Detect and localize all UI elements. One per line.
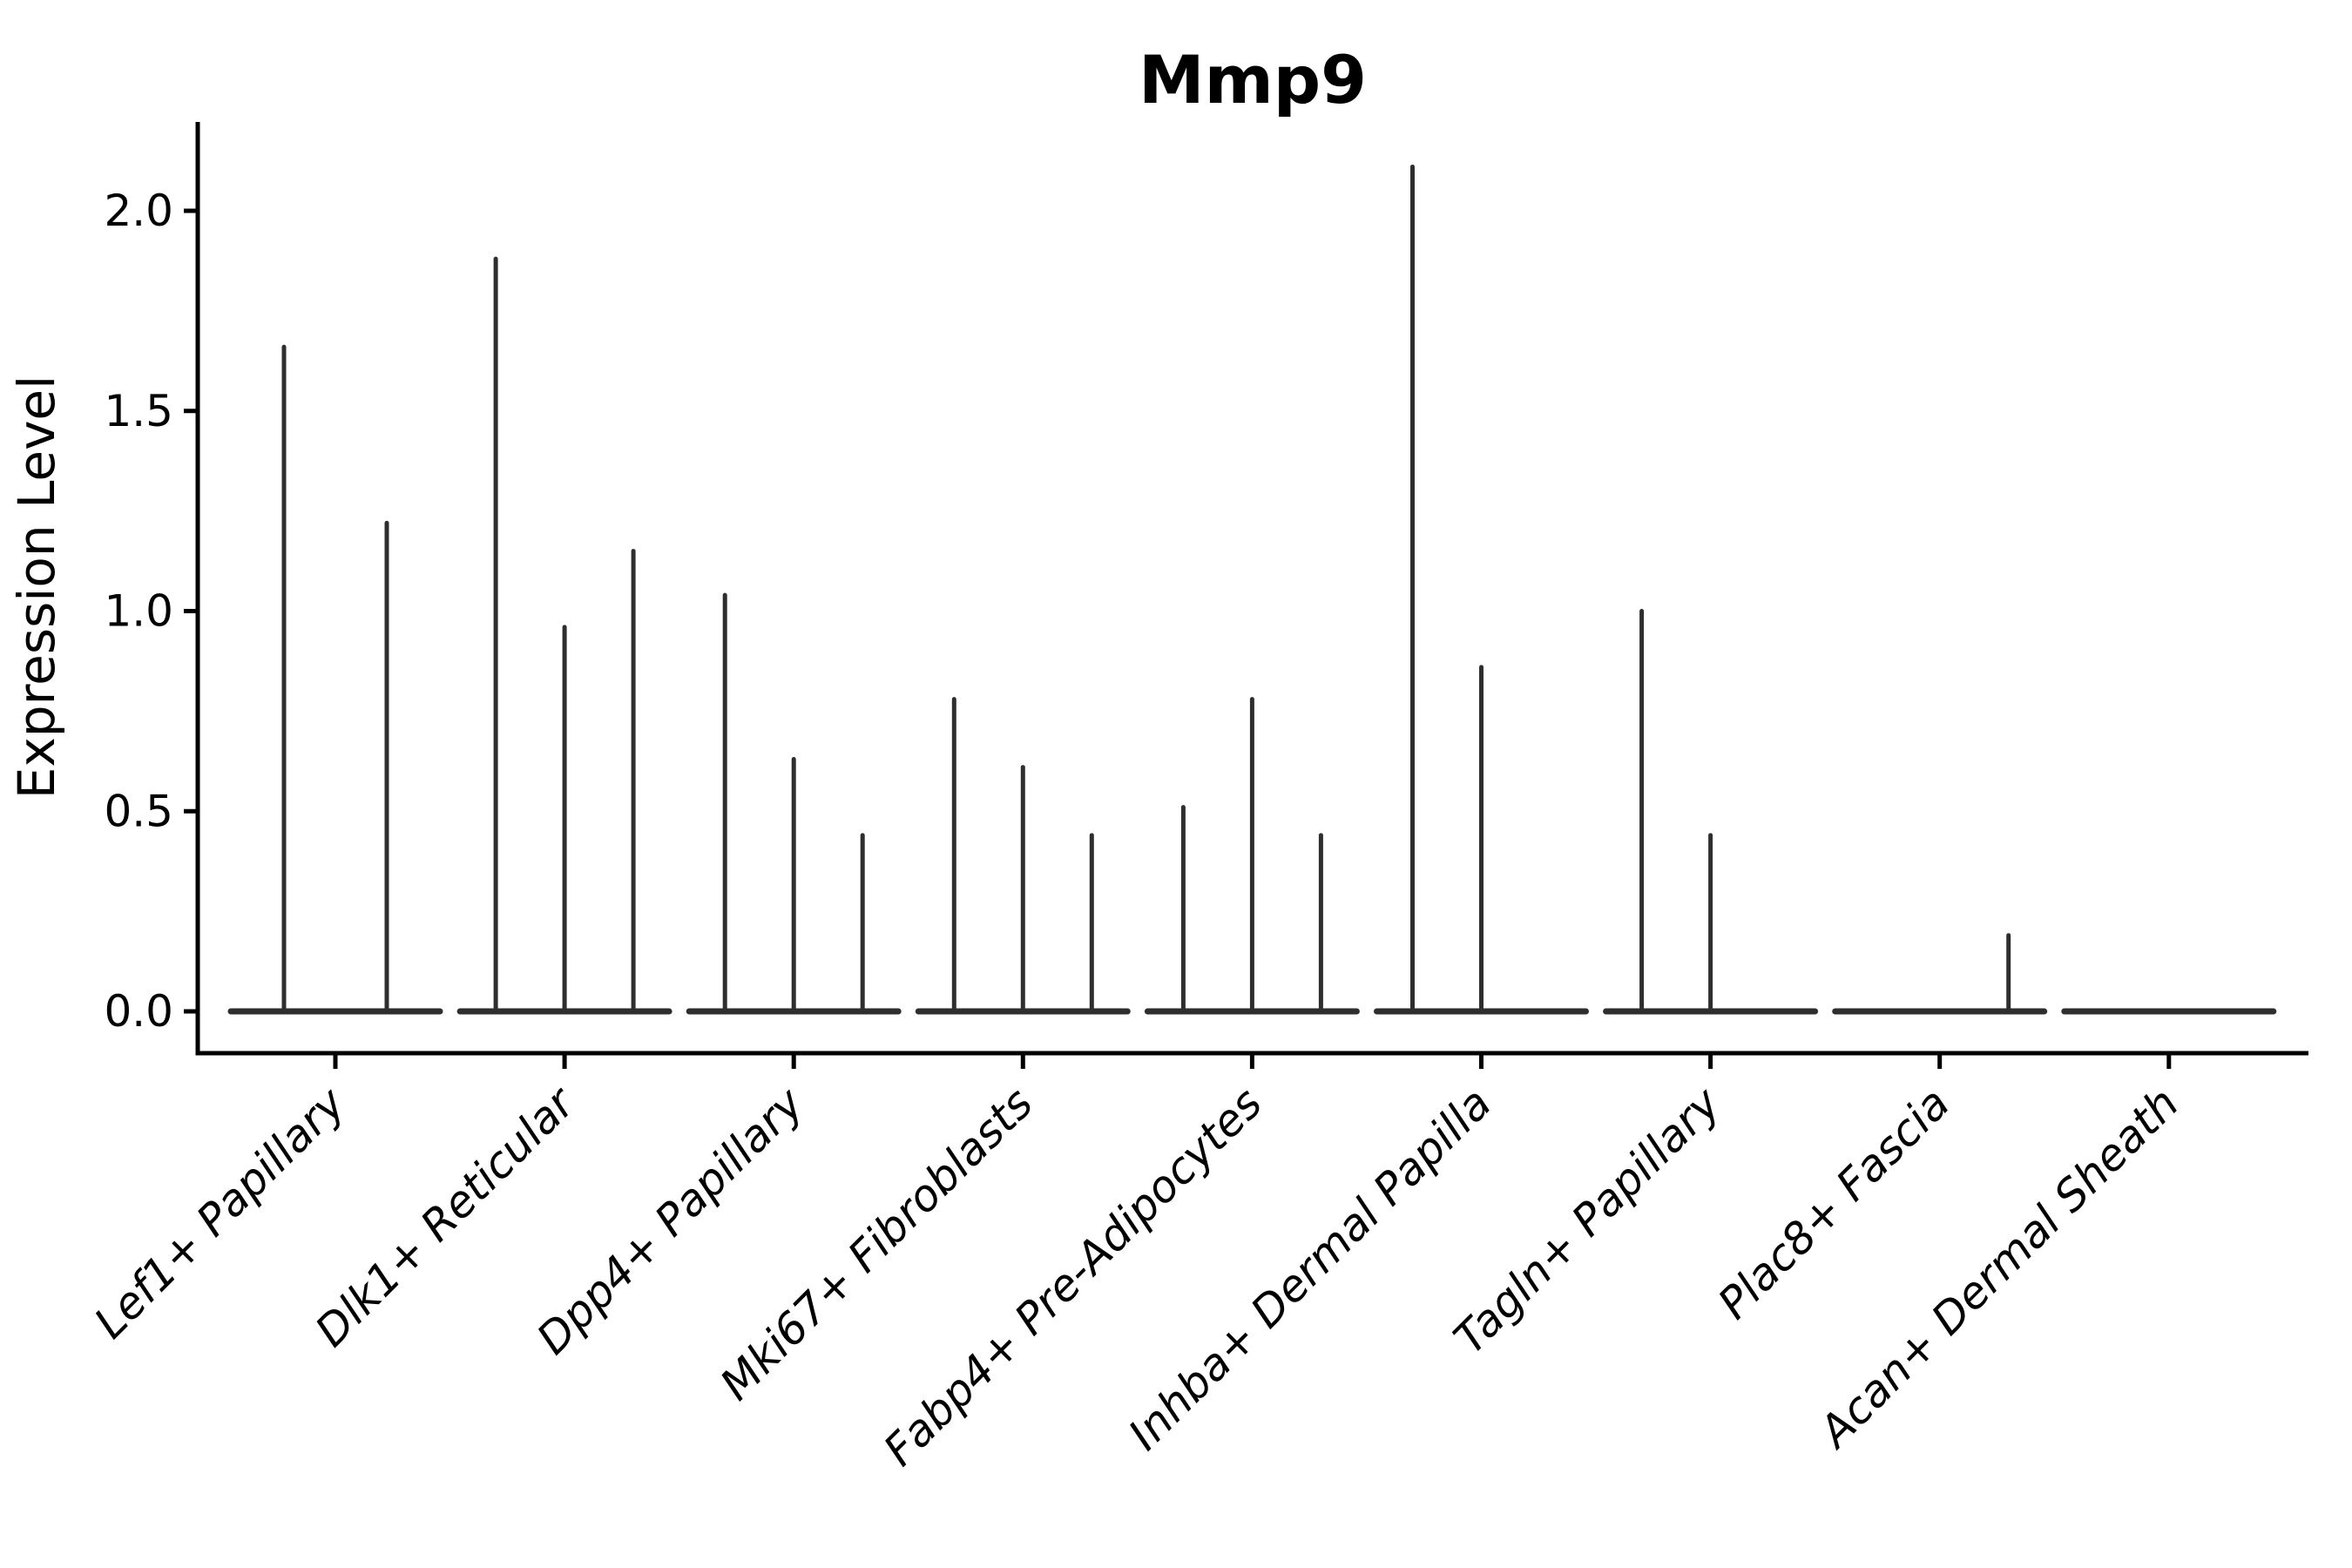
violins-layer <box>227 164 2277 1015</box>
y-tick-label: 1.5 <box>104 386 173 436</box>
y-tick-label: 1.0 <box>104 586 173 637</box>
chart-title: Mmp9 <box>1139 41 1367 118</box>
y-tick-label: 2.0 <box>104 186 173 236</box>
x-tick-label: Fabp4+ Pre-Adipocytes <box>874 1078 1272 1476</box>
x-tick-label: Inhba+ Dermal Papilla <box>1119 1078 1501 1459</box>
x-tick-label: Lef1+ Papillary <box>84 1077 355 1348</box>
x-tick-label: Plac8+ Fascia <box>1708 1078 1959 1328</box>
y-tick-label: 0.0 <box>104 986 173 1037</box>
y-tick-label: 0.5 <box>104 786 173 836</box>
x-tick-label: Acan+ Dermal Sheath <box>1808 1078 2188 1458</box>
y-axis-label: Expression Level <box>7 375 66 799</box>
